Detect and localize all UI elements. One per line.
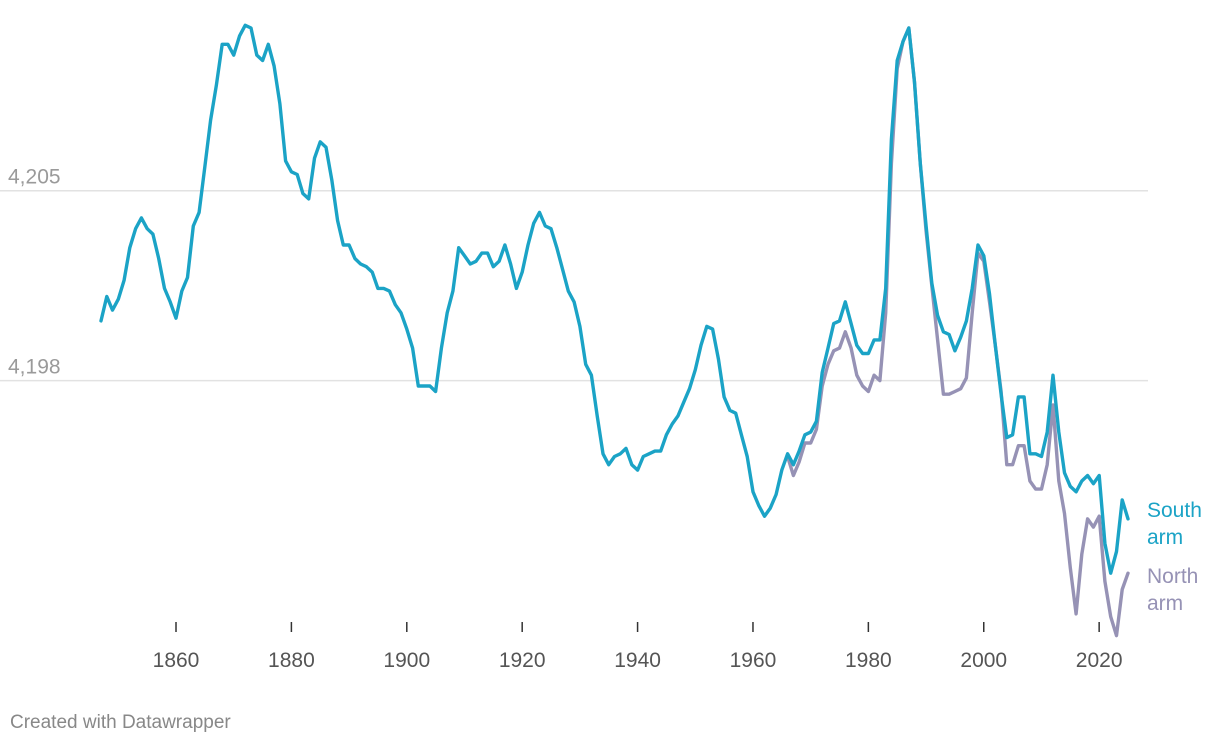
datawrapper-credit: Created with Datawrapper: [10, 712, 231, 733]
x-axis: 1860 1880 1900 1920 1940 1960 1980 2000 2020: [153, 622, 1123, 672]
legend-label-south-arm-1: South: [1147, 499, 1202, 522]
legend-label-north-arm-1: North: [1147, 565, 1198, 588]
direct-labels: North arm South arm: [1147, 499, 1202, 615]
x-tick-label-2020: 2020: [1076, 649, 1123, 672]
x-tick-label-1960: 1960: [730, 649, 777, 672]
x-tick-label-1920: 1920: [499, 649, 546, 672]
series-line-south-arm: [99, 23, 1130, 575]
x-tick-label-1900: 1900: [383, 649, 430, 672]
x-tick-label-2000: 2000: [960, 649, 1007, 672]
series-lines: [99, 23, 1130, 638]
x-tick-label-1860: 1860: [153, 649, 200, 672]
series-line-north-arm: [785, 26, 1130, 638]
x-tick-label-1940: 1940: [614, 649, 661, 672]
y-tick-label-4198: 4,198: [8, 356, 61, 379]
y-axis-tick-labels: 4,198 4,205: [8, 166, 61, 379]
x-tick-label-1980: 1980: [845, 649, 892, 672]
legend-label-north-arm-2: arm: [1147, 592, 1183, 615]
x-tick-label-1880: 1880: [268, 649, 315, 672]
legend-label-south-arm-2: arm: [1147, 526, 1183, 549]
y-tick-label-4205: 4,205: [8, 166, 61, 189]
gridlines: [0, 189, 1148, 382]
